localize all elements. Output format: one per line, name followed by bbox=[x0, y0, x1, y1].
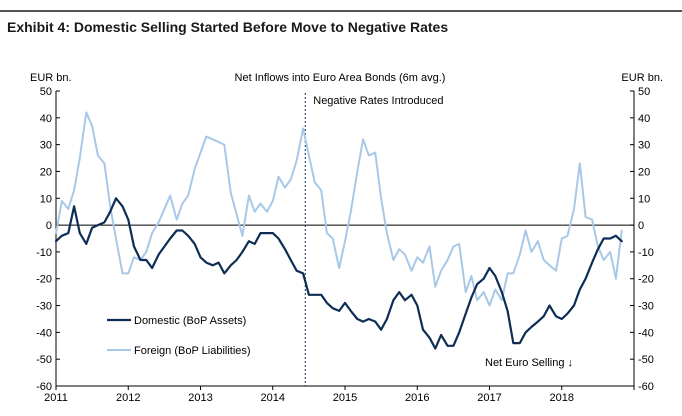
y-tick-label-left: 40 bbox=[40, 113, 52, 125]
y-tick-label-right: -30 bbox=[638, 301, 654, 313]
x-tick-label: 2012 bbox=[116, 392, 140, 404]
x-tick-label: 2014 bbox=[261, 392, 285, 404]
y-tick-label-right: -10 bbox=[638, 247, 654, 259]
chart-series bbox=[54, 111, 623, 350]
y-tick-label-left: -60 bbox=[36, 381, 52, 393]
y-tick-label-left: 30 bbox=[40, 140, 52, 152]
y-tick-label-right: -50 bbox=[638, 354, 654, 366]
y-tick-label-right: 50 bbox=[638, 86, 650, 98]
y-tick-label-left: -40 bbox=[36, 327, 52, 339]
y-tick-label-left: 0 bbox=[46, 220, 52, 232]
y-tick-label-right: 40 bbox=[638, 113, 650, 125]
y-tick-label-left: 10 bbox=[40, 193, 52, 205]
y-axis-label-left: EUR bn. bbox=[30, 72, 72, 84]
x-tick-label: 2011 bbox=[44, 392, 68, 404]
y-tick-label-right: 20 bbox=[638, 166, 650, 178]
x-tick-label: 2016 bbox=[405, 392, 429, 404]
y-tick-label-left: 20 bbox=[40, 166, 52, 178]
y-tick-label-left: -20 bbox=[36, 274, 52, 286]
series-foreign-line bbox=[55, 111, 623, 307]
y-tick-label-left: -50 bbox=[36, 354, 52, 366]
y-tick-label-right: 30 bbox=[638, 140, 650, 152]
series-domestic-line bbox=[54, 197, 623, 350]
y-tick-label-right: -40 bbox=[638, 327, 654, 339]
chart-title: Net Inflows into Euro Area Bonds (6m avg… bbox=[235, 72, 446, 84]
y-tick-label-right: 10 bbox=[638, 193, 650, 205]
x-tick-label: 2015 bbox=[333, 392, 357, 404]
chart-ticks: 50 50 40 40 30 30 20 20 10 10 0 0 -10 -10 -20 -20 -30 -30… bbox=[36, 86, 654, 404]
x-tick-label: 2018 bbox=[550, 392, 574, 404]
chart-legend: Domestic (BoP Assets) Foreign (BoP Liabi… bbox=[107, 315, 251, 357]
y-tick-label-left: -10 bbox=[36, 247, 52, 259]
net-euro-selling-note: Net Euro Selling ↓ bbox=[485, 357, 573, 369]
y-tick-label-right: -60 bbox=[638, 381, 654, 393]
legend-label-foreign: Foreign (BoP Liabilities) bbox=[134, 345, 251, 357]
x-tick-label: 2013 bbox=[188, 392, 212, 404]
y-tick-label-right: -20 bbox=[638, 274, 654, 286]
negative-rates-label: Negative Rates Introduced bbox=[313, 95, 443, 107]
exhibit-title: Exhibit 4: Domestic Selling Started Befo… bbox=[7, 19, 449, 35]
y-tick-label-right: 0 bbox=[638, 220, 644, 232]
y-axis-label-right: EUR bn. bbox=[621, 72, 663, 84]
x-tick-label: 2017 bbox=[477, 392, 501, 404]
top-rule bbox=[0, 10, 682, 12]
y-tick-label-left: -30 bbox=[36, 301, 52, 313]
legend-label-domestic: Domestic (BoP Assets) bbox=[134, 315, 246, 327]
y-tick-label-left: 50 bbox=[40, 86, 52, 98]
